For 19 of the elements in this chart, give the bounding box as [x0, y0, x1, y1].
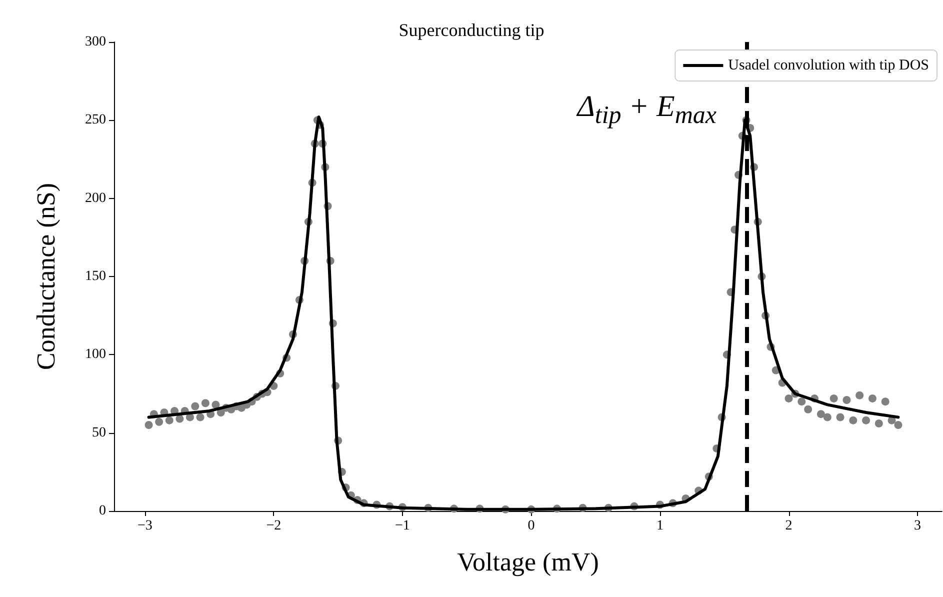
y-axis-title: Conductance (nS)	[32, 182, 60, 370]
x-tick-label: 3	[914, 518, 922, 534]
y-tick-label: 100	[85, 347, 106, 362]
y-tick-label: 150	[85, 269, 106, 284]
x-tick-label: −1	[394, 518, 410, 534]
chart-title: Superconducting tip	[398, 20, 544, 40]
y-tick-label: 200	[85, 190, 106, 206]
x-tick-label: −3	[137, 518, 152, 534]
x-axis-title: Voltage (mV)	[457, 548, 599, 576]
x-tick-label: 1	[656, 518, 664, 534]
x-tick-label: 0	[528, 518, 535, 534]
ref-line-label: Δ$_{tip}$ + E$_{max}$	[577, 90, 717, 129]
y-tick-label: 0	[99, 504, 106, 518]
x-tick-label: 2	[785, 518, 792, 534]
y-tick-label: 250	[85, 112, 106, 128]
y-tick-label: 50	[92, 425, 106, 440]
y-tick-label: 300	[85, 34, 106, 50]
legend-label: Usadel convolution with tip DOS	[728, 58, 930, 74]
x-tick-label: −2	[266, 518, 282, 534]
